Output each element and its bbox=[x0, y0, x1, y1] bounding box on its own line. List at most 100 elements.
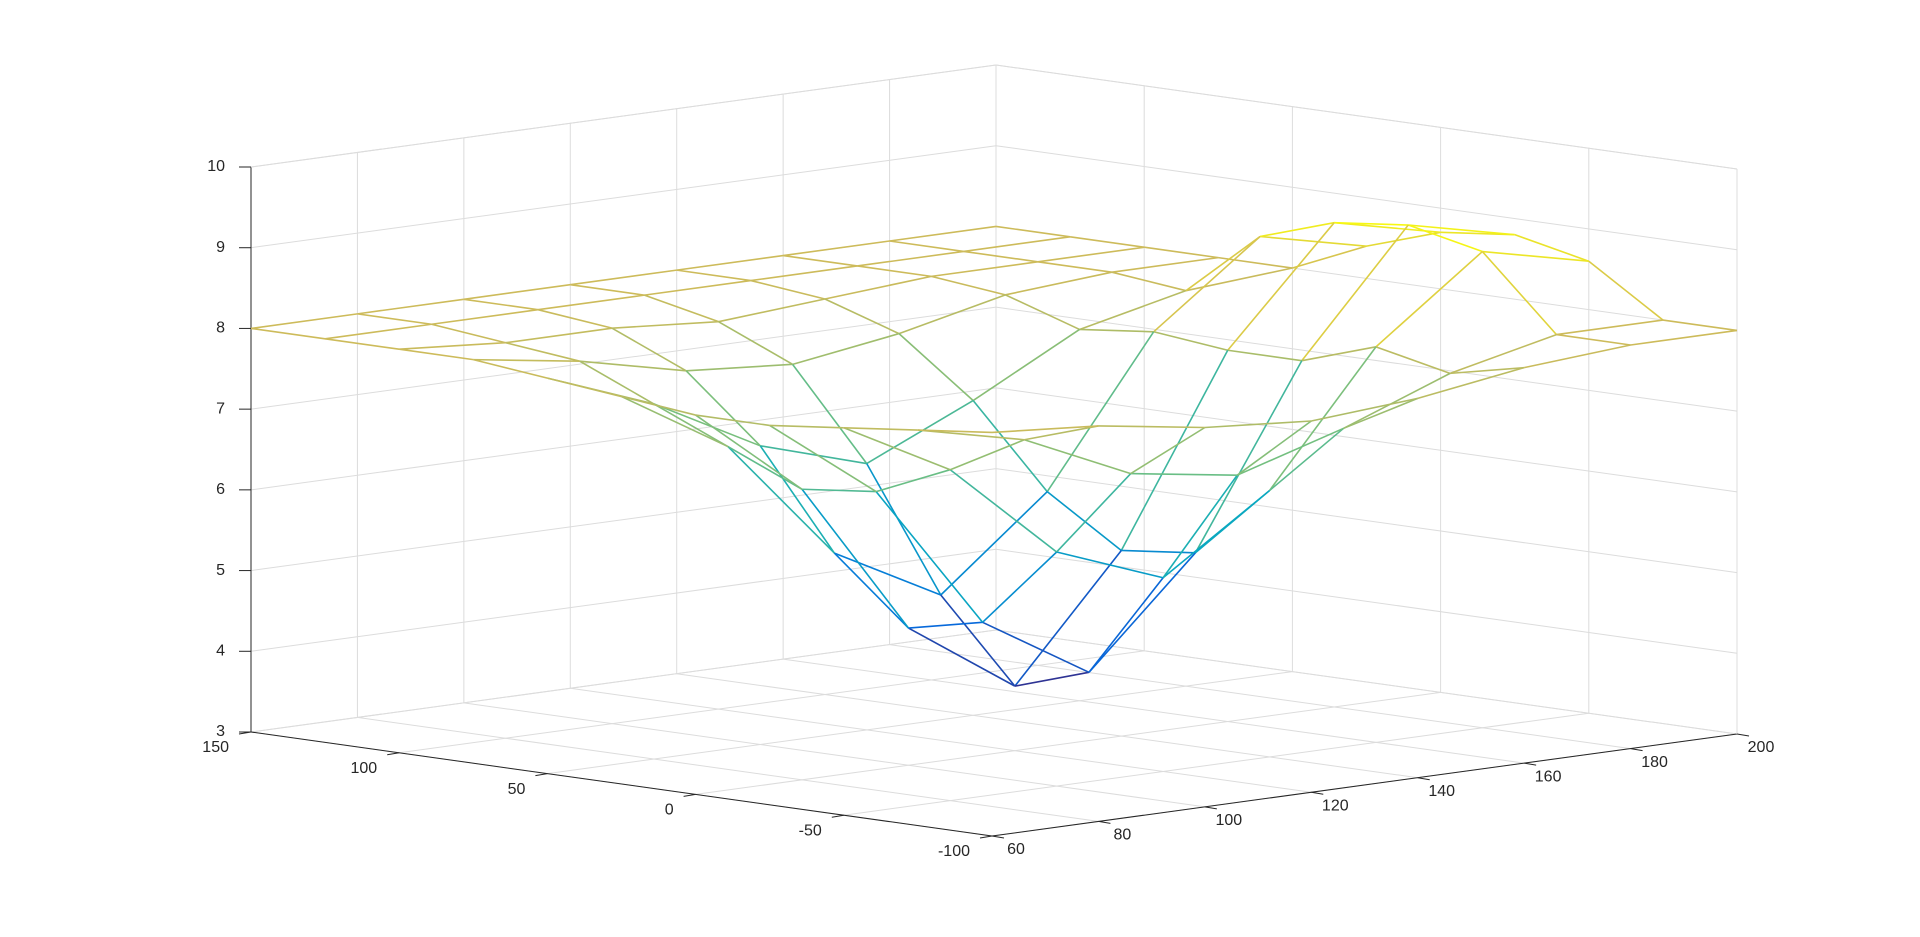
y-tick-label: -100 bbox=[938, 843, 970, 860]
mesh-segment bbox=[1079, 328, 1154, 333]
mesh-segment bbox=[1218, 256, 1293, 269]
mesh-segment bbox=[963, 236, 1071, 253]
y-tick bbox=[535, 773, 548, 777]
mesh-segment bbox=[801, 488, 910, 629]
mesh-segment bbox=[875, 468, 951, 493]
mesh-segment bbox=[1630, 329, 1738, 346]
x-tick bbox=[1098, 820, 1111, 824]
mesh-segment bbox=[727, 446, 835, 554]
mesh-segment bbox=[1111, 256, 1219, 273]
mesh-segment bbox=[783, 240, 890, 257]
x-tick-label: 160 bbox=[1535, 768, 1562, 785]
mesh-segment bbox=[917, 429, 993, 434]
grid-line bbox=[570, 687, 1312, 793]
mesh-segment bbox=[783, 254, 858, 267]
mesh-segment bbox=[1482, 250, 1589, 262]
mesh-segment bbox=[1204, 420, 1312, 429]
mesh-segment bbox=[1259, 235, 1367, 247]
mesh-segment bbox=[547, 377, 622, 398]
mesh-segment bbox=[1153, 331, 1228, 352]
grid-line bbox=[463, 702, 1205, 808]
mesh-segment bbox=[802, 488, 877, 493]
mesh-segment bbox=[1014, 671, 1090, 687]
mesh-segment bbox=[1236, 420, 1312, 476]
mesh-segment bbox=[982, 621, 1090, 674]
mesh-segment bbox=[653, 403, 729, 448]
mesh-segment bbox=[463, 298, 539, 311]
grid-line bbox=[250, 629, 997, 733]
x-tick bbox=[991, 835, 1005, 839]
x-tick-label: 60 bbox=[1007, 841, 1025, 858]
grid-line bbox=[250, 306, 997, 410]
y-tick-label: 50 bbox=[508, 781, 526, 798]
mesh-segment bbox=[1408, 224, 1515, 236]
mesh-segment bbox=[889, 225, 997, 242]
mesh-segment bbox=[505, 341, 580, 362]
z-tick-label: 4 bbox=[216, 643, 225, 660]
mesh-segment bbox=[1343, 397, 1419, 430]
x-tick bbox=[1311, 791, 1324, 795]
grid-line bbox=[250, 387, 997, 491]
grid-line bbox=[250, 468, 997, 572]
mesh-segment bbox=[931, 275, 1006, 296]
mesh-segment bbox=[759, 445, 836, 554]
mesh-segment bbox=[857, 250, 964, 267]
box-edge bbox=[250, 64, 997, 168]
mesh-segment bbox=[1375, 346, 1451, 375]
grid-line bbox=[995, 387, 1738, 493]
z-tick-label: 5 bbox=[216, 562, 225, 579]
mesh-segment bbox=[612, 320, 719, 329]
mesh-segment bbox=[1662, 319, 1738, 332]
x-tick-label: 100 bbox=[1216, 812, 1243, 829]
mesh-segment bbox=[908, 621, 983, 629]
mesh-segment bbox=[718, 298, 826, 323]
grid-line bbox=[357, 716, 1099, 822]
y-tick bbox=[979, 835, 993, 839]
mesh-segment bbox=[949, 469, 1058, 553]
mesh-segment bbox=[1088, 577, 1164, 673]
z-tick-label: 8 bbox=[216, 320, 225, 337]
mesh-segment bbox=[1056, 473, 1132, 553]
mesh-segment bbox=[949, 439, 1025, 471]
mesh-segment bbox=[875, 491, 984, 623]
mesh-segment bbox=[463, 283, 571, 301]
y-tick-label: 150 bbox=[202, 739, 229, 756]
mesh-segment bbox=[537, 294, 645, 311]
x-tick bbox=[1524, 762, 1537, 766]
mesh-segment bbox=[1449, 366, 1525, 375]
mesh-segment bbox=[889, 240, 964, 253]
mesh-segment bbox=[1153, 235, 1261, 333]
grid-line bbox=[547, 671, 1293, 775]
axis-line bbox=[250, 731, 993, 837]
grid-line bbox=[399, 650, 1145, 754]
z-tick-label: 10 bbox=[207, 158, 225, 175]
mesh-segment bbox=[1162, 474, 1238, 579]
mesh-segment bbox=[1024, 438, 1131, 475]
grid-line bbox=[889, 644, 1631, 750]
grid-line bbox=[995, 629, 1738, 735]
grid-line bbox=[995, 145, 1738, 251]
mesh-segment bbox=[760, 445, 867, 465]
mesh-segment bbox=[1236, 427, 1344, 476]
mesh-segment bbox=[824, 275, 932, 300]
mesh-segment bbox=[695, 414, 803, 490]
mesh-segment bbox=[1301, 346, 1377, 362]
mesh-segment bbox=[1366, 231, 1441, 247]
mesh-segment bbox=[1185, 235, 1261, 292]
mesh-segment bbox=[1449, 333, 1557, 375]
mesh-segment bbox=[769, 424, 844, 429]
mesh-segment bbox=[865, 463, 942, 596]
mesh-segment bbox=[621, 395, 696, 416]
mesh-segment bbox=[1121, 549, 1196, 554]
mesh-segment bbox=[1069, 236, 1145, 249]
mesh-segment bbox=[537, 308, 613, 329]
mesh-segment bbox=[357, 298, 464, 315]
mesh-segment bbox=[357, 313, 432, 326]
grid-line bbox=[676, 673, 1418, 779]
mesh-segment bbox=[750, 265, 858, 282]
mesh-segment bbox=[1005, 294, 1080, 331]
mesh-segment bbox=[1046, 491, 1122, 552]
x-tick-label: 80 bbox=[1114, 827, 1132, 844]
mesh-segment bbox=[866, 399, 974, 465]
mesh-segment bbox=[718, 320, 793, 366]
